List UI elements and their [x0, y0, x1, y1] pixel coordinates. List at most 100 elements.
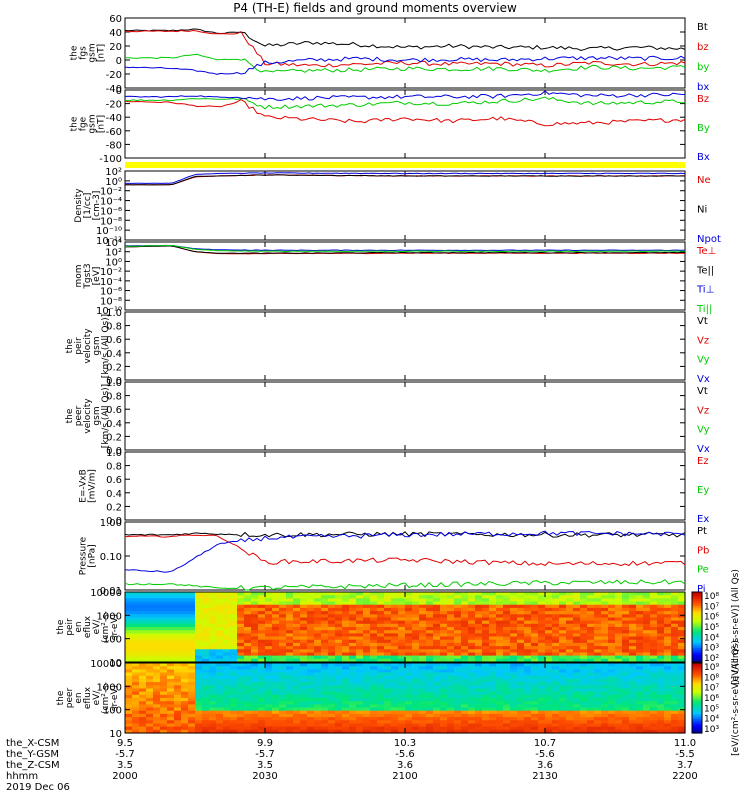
y-axis-label-line: the	[70, 45, 80, 60]
y-tick-label: -40	[106, 84, 122, 95]
y-tick-label: 0.0	[106, 376, 122, 387]
footer-tick-z: 3.5	[257, 760, 273, 771]
y-tick-label: 1000	[97, 682, 122, 693]
y-axis-label-line: the	[65, 408, 75, 423]
y-axis-label-line: (cm²-s-	[101, 611, 111, 643]
footer-tick-hhmm: 2130	[532, 771, 558, 782]
y-axis-label: Density [1/cc] [cm-3]	[74, 188, 102, 223]
y-axis-label-line: velocity	[83, 398, 93, 434]
y-axis-label-line: [cm-3]	[92, 191, 102, 221]
y-tick-label: 10⁻⁴	[100, 197, 122, 208]
figure-title: P4 (TH-E) fields and ground moments over…	[233, 1, 517, 15]
legend-entry: Bt	[697, 22, 708, 33]
y-tick-label: 10⁻²	[100, 267, 122, 278]
colorbar-tick: 10³	[704, 725, 719, 735]
y-tick-label: 10²	[105, 167, 122, 178]
legend-entry: Ey	[697, 485, 709, 496]
legend-entry: Pb	[697, 545, 709, 556]
y-axis-label-line: gsm	[88, 114, 98, 133]
y-axis-label-line: eV/	[92, 619, 102, 635]
y-tick-label: 0.01	[100, 586, 122, 597]
y-tick-label: 1.0	[106, 378, 122, 389]
y-axis-label-line: Density	[74, 188, 84, 223]
y-axis-label-line: fge	[79, 116, 89, 131]
series-fgs-bx	[124, 55, 686, 75]
y-axis-label-line: eflux	[83, 615, 93, 638]
footer-tick-hhmm: 2200	[672, 771, 698, 782]
series-temp-Ti	[124, 245, 685, 253]
y-tick-label: 10	[109, 658, 122, 669]
panel-frame	[124, 89, 686, 159]
colorbar-label: [eV/(cm²-s-sr-eV)] (All Qs)	[731, 640, 741, 756]
y-axis-label: Pressure [nPa]	[79, 536, 98, 575]
colorbar-tick: 10⁸	[704, 673, 719, 683]
footer-tick-x: 9.9	[257, 738, 273, 749]
legend-entry: Pt	[697, 526, 707, 537]
footer-tick-z: 3.5	[117, 760, 133, 771]
panel-efield: 1.0 0.8 0.6 0.4 0.2 0.0 E=-VxB [mV/m] Ez Ey Ex	[79, 448, 710, 527]
y-axis-label-line: [km/s (All Qs)]	[101, 384, 111, 448]
y-tick-label: -20	[106, 100, 122, 111]
panel-frame	[124, 311, 686, 381]
y-tick-label: 0.2	[106, 432, 122, 443]
legend-entry: Vt	[697, 316, 708, 327]
y-tick-label: 0.4	[106, 349, 122, 360]
y-tick-label: 100	[103, 635, 122, 646]
legend-entry: Ti||	[696, 304, 712, 315]
y-axis-label-line: the	[70, 116, 80, 131]
y-tick-label: 0.2	[106, 362, 122, 373]
colorbar-tick: 10⁵	[704, 704, 719, 714]
footer-tick-x: 9.5	[117, 738, 133, 749]
footer-tick-z: 3.6	[537, 760, 553, 771]
y-axis-label-line: gsm	[92, 336, 102, 355]
y-tick-label: 40	[109, 28, 122, 39]
y-tick-label: 0.4	[106, 419, 122, 430]
colorbar-tick: 10³	[704, 644, 719, 654]
y-axis-label: the peer velocity gsm [km/s (All Qs)]	[65, 384, 111, 448]
colorbar-label: [eV/(cm²-s-sr-eV)] (All Qs)	[731, 569, 741, 685]
y-tick-label: -40	[106, 113, 122, 124]
y-axis-label-line: gsm	[88, 43, 98, 62]
y-tick-label: 10⁻⁸	[100, 296, 122, 307]
footer-tick-x: 11.0	[673, 738, 697, 749]
y-tick-label: 0.10	[100, 552, 122, 563]
footer-tick-x: 10.3	[393, 738, 417, 749]
footer-tick-z: 3.6	[397, 760, 413, 771]
y-axis-label-line: [1/cc]	[83, 193, 93, 219]
y-axis-label-line: Tgst3	[83, 263, 93, 289]
y-tick-label: 0.0	[106, 516, 122, 527]
y-tick-label: 1.0	[106, 448, 122, 459]
footer-tick-y: -5.7	[115, 749, 135, 760]
legend-entry: Vy	[697, 425, 710, 436]
y-axis-label-line: en	[74, 692, 84, 703]
data-availability-bar	[125, 162, 685, 168]
y-axis-label-line: [nPa]	[88, 544, 98, 567]
y-axis-label-line: eV/	[92, 690, 102, 706]
y-tick-label: -100	[99, 154, 122, 165]
y-axis-label-line: Pressure	[79, 536, 89, 575]
series-pressure-Pt	[124, 531, 686, 538]
series-fgs-Bt	[124, 28, 686, 52]
series-density-Ni	[125, 174, 685, 186]
y-tick-label: 0.2	[106, 502, 122, 513]
y-axis-label-line: fgs	[79, 46, 89, 60]
y-axis-label: the peir velocity gsm [km/s (All Qs)]	[65, 314, 111, 378]
legend-entry: Npot	[697, 234, 721, 245]
y-tick-label: 0.6	[106, 405, 122, 416]
y-tick-label: 10⁰	[105, 257, 122, 268]
footer-tick-x: 10.7	[533, 738, 557, 749]
y-axis-label-line: sr-eV)	[110, 614, 120, 640]
series-fgs2-Bx	[124, 90, 686, 101]
y-tick-label: 10²	[105, 248, 122, 259]
y-tick-label: 10⁻⁸	[100, 216, 122, 227]
y-tick-label: 0.8	[106, 322, 122, 333]
series-fgs-bz	[124, 29, 686, 68]
legend-entry: Pi	[697, 584, 706, 595]
footer-tick-y: -5.5	[675, 749, 695, 760]
footer-tick-hhmm: 2030	[252, 771, 278, 782]
y-tick-label: 1.00	[100, 518, 122, 529]
y-axis-label: the peir en eflux eV/(cm²-s-sr-eV)	[56, 611, 120, 643]
